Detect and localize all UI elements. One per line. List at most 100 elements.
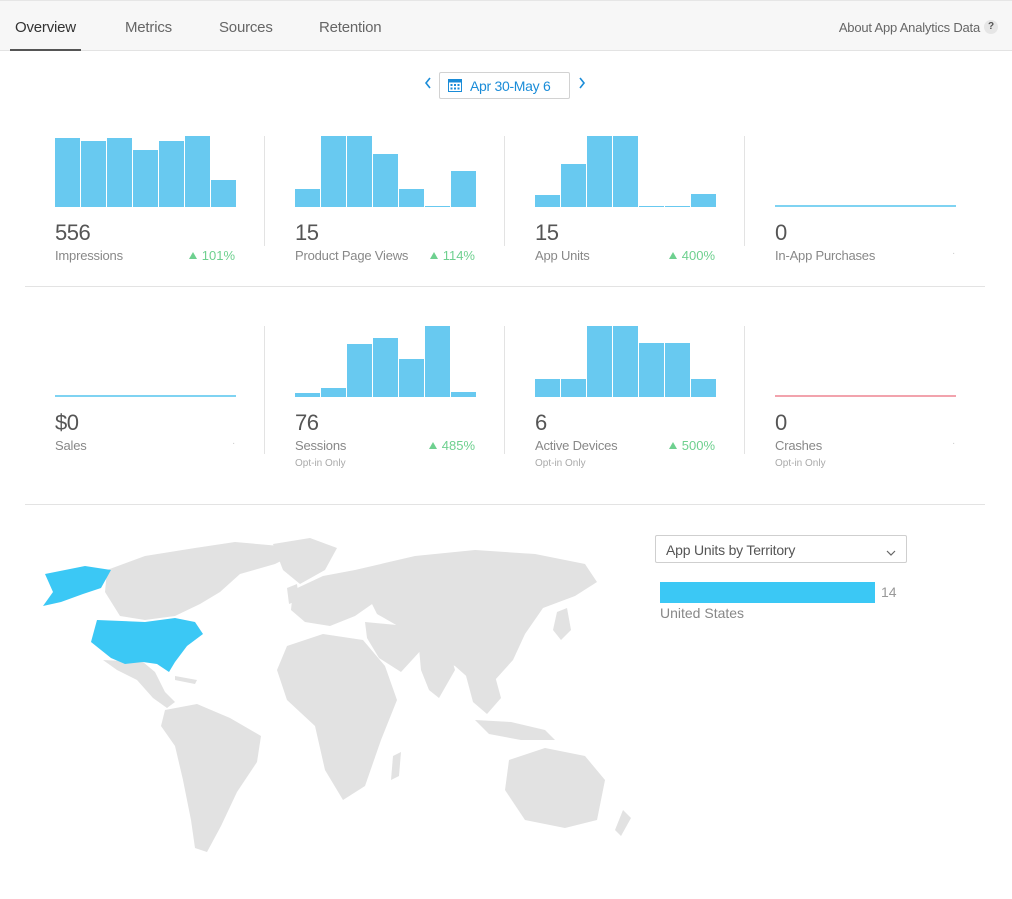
calendar-icon: [448, 78, 462, 97]
about-analytics-link[interactable]: About App Analytics Data: [838, 20, 980, 35]
column-divider: [264, 136, 265, 246]
chart-bar: [425, 206, 450, 207]
row-divider: [25, 504, 985, 505]
chart-bar: [451, 392, 476, 397]
chart-bar: [639, 206, 664, 207]
metric-change-value: 114%: [442, 248, 475, 263]
chart-bar: [107, 138, 132, 207]
column-divider: [744, 136, 745, 246]
metric-change: 485%: [415, 438, 475, 453]
chart-bar: [665, 206, 690, 207]
world-map[interactable]: [25, 530, 645, 860]
metric-label: Product Page Views: [295, 248, 409, 263]
up-triangle-icon: [668, 252, 677, 259]
chart-bar: [613, 326, 638, 397]
up-triangle-icon: [668, 442, 677, 449]
chart-bar: [535, 379, 560, 397]
map-land: [103, 538, 631, 852]
territory-value: 14: [881, 584, 897, 600]
tab-retention[interactable]: Retention: [319, 19, 382, 36]
metric-label: Sales: [55, 438, 87, 453]
metric-label: In-App Purchases: [775, 248, 876, 263]
chart-bar: [347, 136, 372, 207]
metric-value: 0: [775, 220, 787, 245]
metric-label: Impressions: [55, 248, 123, 263]
chart-bar: [587, 136, 612, 207]
metric-label: Crashes: [775, 438, 823, 453]
metric-change: 114%: [415, 248, 475, 263]
metric-value: 0: [775, 410, 787, 435]
metric-change: 400%: [655, 248, 715, 263]
chart-bar: [399, 359, 424, 397]
metric-label: Sessions: [295, 438, 347, 453]
opt-in-note: Opt-in Only: [295, 458, 346, 469]
chart-bar: [399, 189, 424, 207]
zero-line: [775, 205, 956, 207]
tab-metrics[interactable]: Metrics: [125, 19, 172, 36]
chart-bar: [613, 136, 638, 207]
chart-bar: [451, 171, 476, 207]
metric-change-value: 101%: [201, 248, 235, 263]
change-placeholder: ·: [952, 248, 956, 259]
top-nav-bar: Overview Metrics Sources Retention About…: [0, 0, 1012, 51]
chart-bar: [665, 343, 690, 397]
metric-value: 6: [535, 410, 547, 435]
chart-bar: [425, 326, 450, 397]
column-divider: [744, 326, 745, 454]
chart-bar: [561, 379, 586, 397]
metric-label: App Units: [535, 248, 590, 263]
row-divider: [25, 286, 985, 287]
chart-bar: [373, 154, 398, 207]
map-highlight-united-states[interactable]: [43, 566, 203, 672]
chart-bar: [55, 138, 80, 207]
tab-sources[interactable]: Sources: [219, 19, 273, 36]
chart-bar: [321, 388, 346, 397]
chart-bar: [295, 393, 320, 397]
chevron-right-icon[interactable]: [578, 76, 586, 96]
metric-value: 15: [295, 220, 319, 245]
metric-change-value: 500%: [681, 438, 715, 453]
chart-bar: [211, 180, 236, 207]
opt-in-note: Opt-in Only: [535, 458, 586, 469]
chart-bar: [561, 164, 586, 207]
chevron-down-icon: [886, 544, 896, 562]
chart-bar: [347, 344, 372, 397]
metric-change-value: 485%: [441, 438, 475, 453]
chevron-left-icon[interactable]: [424, 76, 432, 96]
metric-value: 76: [295, 410, 319, 435]
zero-line: [55, 395, 236, 397]
dropdown-selected-value: App Units by Territory: [666, 542, 796, 558]
metric-value: $0: [55, 410, 79, 435]
opt-in-note: Opt-in Only: [775, 458, 826, 469]
metric-label: Active Devices: [535, 438, 618, 453]
metric-value: 15: [535, 220, 559, 245]
territory-bar[interactable]: [660, 582, 875, 603]
chart-bar: [133, 150, 158, 207]
active-tab-indicator: [10, 49, 81, 51]
chart-bar: [185, 136, 210, 207]
chart-bar: [81, 141, 106, 207]
chart-bar: [691, 194, 716, 207]
territory-name: United States: [660, 605, 745, 621]
zero-line: [775, 395, 956, 397]
chart-bar: [321, 136, 346, 207]
help-icon[interactable]: ?: [984, 20, 998, 34]
chart-bar: [691, 379, 716, 397]
metric-change: 500%: [655, 438, 715, 453]
chart-bar: [159, 141, 184, 207]
column-divider: [504, 326, 505, 454]
date-range-label: Apr 30-May 6: [470, 78, 551, 94]
chart-bar: [373, 338, 398, 397]
metric-value: 556: [55, 220, 91, 245]
territory-metric-dropdown[interactable]: App Units by Territory: [655, 535, 907, 563]
column-divider: [264, 326, 265, 454]
date-range-picker[interactable]: Apr 30-May 6: [439, 72, 570, 99]
metric-change: 101%: [175, 248, 235, 263]
change-placeholder: ·: [952, 438, 956, 449]
chart-bar: [639, 343, 664, 397]
up-triangle-icon: [188, 252, 197, 259]
metric-change-value: 400%: [681, 248, 715, 263]
tab-overview[interactable]: Overview: [15, 19, 76, 36]
column-divider: [504, 136, 505, 246]
up-triangle-icon: [429, 252, 438, 259]
